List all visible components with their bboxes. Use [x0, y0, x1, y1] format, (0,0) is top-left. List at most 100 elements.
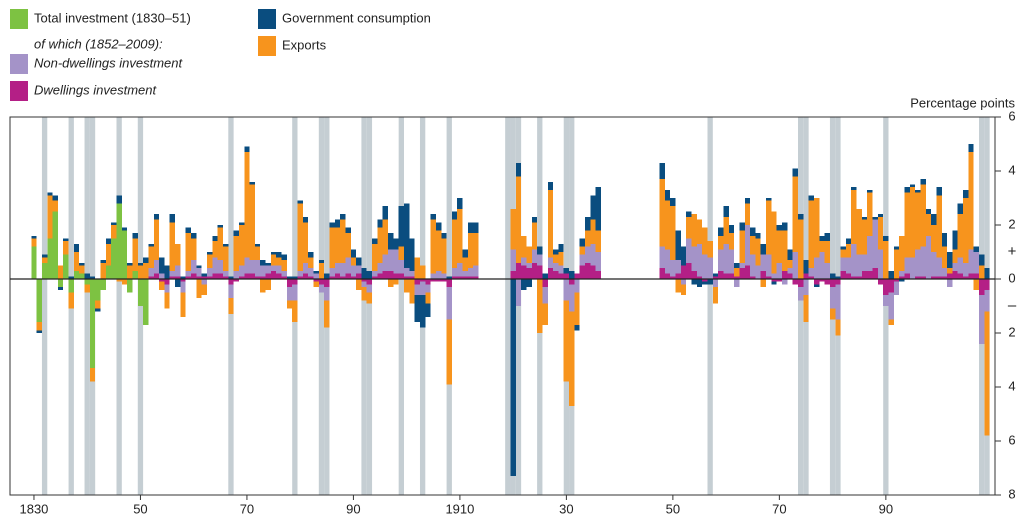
bar	[766, 200, 772, 255]
bar	[361, 279, 367, 282]
bar	[824, 241, 830, 263]
x-tick-label: 1830	[19, 501, 48, 516]
bar	[872, 216, 878, 220]
shaded-band	[707, 117, 713, 495]
bar	[968, 249, 974, 274]
bar	[925, 208, 932, 215]
bar	[931, 276, 937, 279]
bar	[521, 279, 527, 290]
bar	[180, 292, 186, 317]
bar	[861, 216, 868, 220]
bar	[915, 249, 921, 277]
bar	[798, 279, 804, 288]
bar	[547, 268, 554, 279]
bar	[760, 254, 767, 271]
bar	[702, 254, 708, 279]
bar	[175, 265, 181, 277]
bar	[558, 265, 564, 274]
bar	[270, 254, 277, 266]
bar	[57, 265, 64, 279]
bar	[292, 276, 298, 279]
shaded-band	[505, 117, 511, 495]
bar	[47, 238, 53, 279]
bar	[888, 319, 894, 325]
bar	[52, 195, 58, 201]
bar	[936, 276, 942, 279]
bar	[877, 216, 884, 250]
bar	[31, 235, 37, 239]
bar	[159, 281, 165, 290]
bar	[116, 279, 122, 282]
y-axis-label: Percentage points	[910, 95, 1015, 110]
bar	[238, 222, 245, 225]
bar	[813, 257, 820, 279]
positive-sign: +	[1008, 243, 1017, 260]
bar	[191, 273, 197, 279]
bar	[63, 241, 69, 255]
bar	[398, 273, 404, 279]
bar	[973, 273, 980, 279]
shaded-band	[398, 117, 404, 495]
bar	[435, 222, 442, 231]
x-tick-label: 30	[559, 501, 573, 516]
bar	[180, 276, 186, 279]
bar	[931, 252, 937, 277]
shaded-band	[84, 117, 90, 495]
bar	[696, 243, 703, 277]
bar	[334, 273, 341, 279]
bar	[670, 198, 676, 207]
bar	[238, 225, 245, 266]
bar	[41, 257, 48, 263]
bar	[302, 273, 309, 279]
bar	[441, 273, 447, 279]
bar	[95, 279, 101, 301]
bar	[382, 206, 389, 220]
bar	[414, 279, 420, 285]
bar	[111, 222, 117, 225]
bar	[526, 246, 532, 263]
bar	[819, 252, 825, 279]
bar	[382, 254, 389, 271]
bar	[909, 257, 916, 279]
bar	[169, 276, 176, 279]
bar	[670, 206, 676, 261]
bar	[467, 233, 474, 269]
bar	[963, 189, 969, 198]
x-tick-label: 1910	[445, 501, 474, 516]
bar	[803, 295, 809, 323]
bar	[345, 257, 351, 274]
bar	[776, 225, 783, 231]
bar	[979, 265, 985, 279]
bar	[574, 279, 580, 293]
bar	[728, 273, 735, 279]
bar	[808, 200, 814, 269]
bar	[531, 262, 538, 279]
bar	[845, 243, 852, 258]
bar	[739, 268, 745, 279]
bar	[254, 243, 261, 247]
bar	[180, 281, 186, 293]
bar	[515, 262, 522, 279]
bar	[164, 265, 170, 279]
bar	[196, 279, 202, 298]
bar	[143, 262, 149, 279]
bar	[579, 246, 586, 255]
bar	[920, 246, 926, 277]
bar	[984, 289, 990, 312]
bar	[95, 300, 101, 309]
bar	[191, 238, 197, 261]
bar	[350, 257, 357, 266]
bar	[803, 273, 809, 279]
bar	[388, 270, 394, 279]
bar	[925, 214, 932, 236]
bar	[867, 189, 873, 193]
bar	[542, 303, 548, 325]
bar	[249, 260, 255, 274]
bar	[547, 257, 554, 269]
bar	[835, 276, 841, 279]
bar	[776, 262, 783, 279]
bar	[526, 262, 532, 269]
bar	[366, 284, 373, 293]
bar	[686, 262, 692, 279]
bar	[952, 270, 958, 279]
